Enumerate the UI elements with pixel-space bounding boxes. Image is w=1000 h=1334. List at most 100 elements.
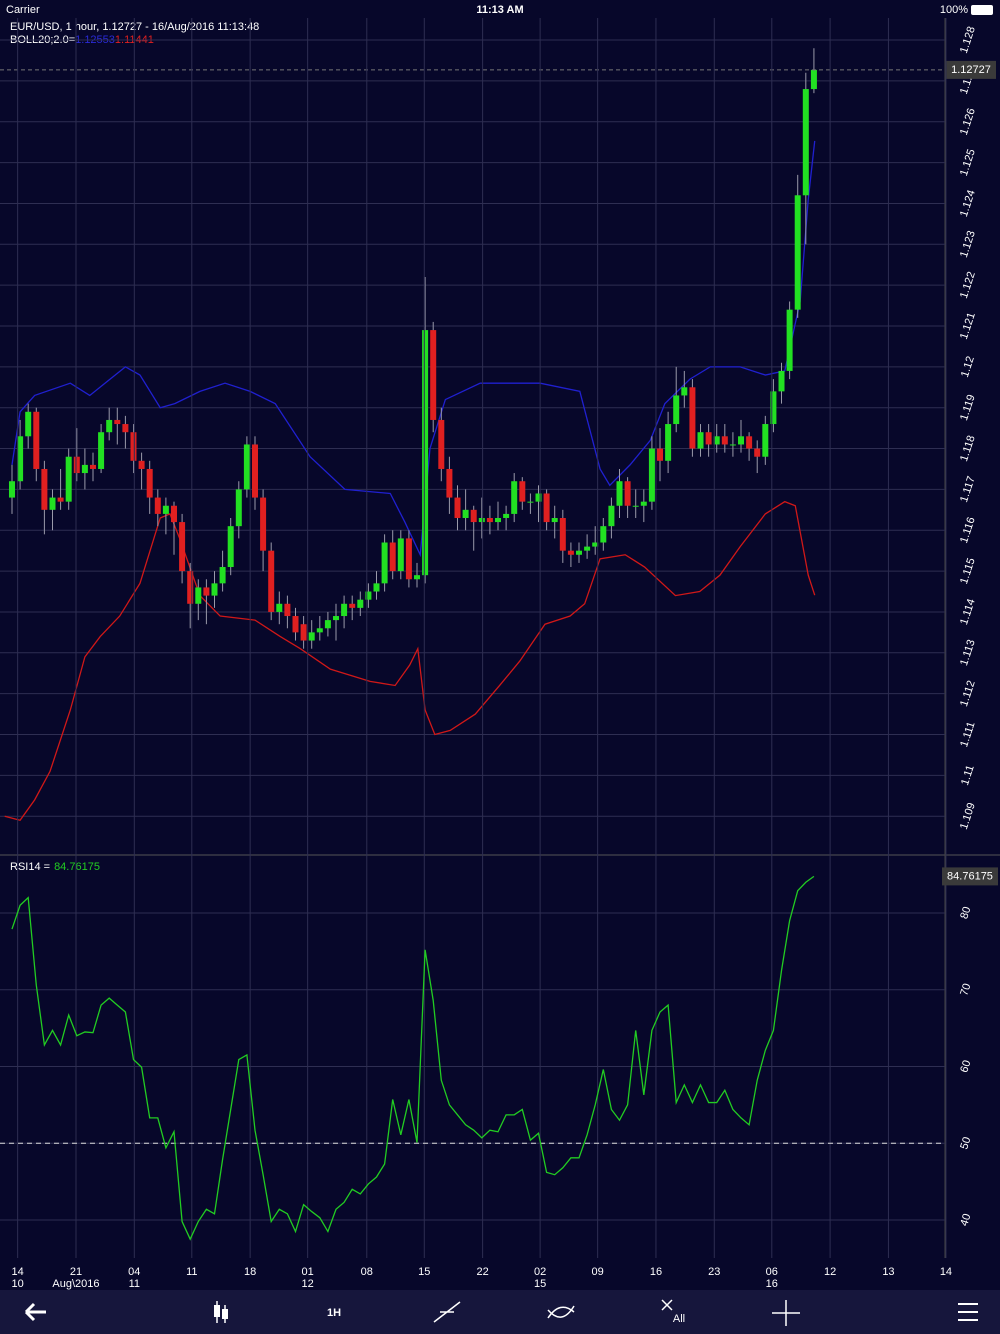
candle-body	[170, 505, 177, 523]
x-tick-sublabel: 11	[129, 1278, 140, 1290]
candle-body	[673, 395, 680, 425]
x-tick-label: 04	[128, 1266, 140, 1278]
candle-body	[689, 387, 696, 449]
candle-body	[600, 526, 607, 543]
candle-body	[608, 505, 615, 527]
candle-body	[33, 411, 40, 469]
price-tag-label: 1.12727	[951, 64, 991, 76]
candle-body	[486, 517, 493, 523]
candle-body	[227, 526, 234, 568]
x-tick-label: 15	[418, 1266, 430, 1278]
candle-body	[454, 497, 461, 518]
candle-body	[65, 456, 72, 502]
x-tick-label: 18	[244, 1266, 256, 1278]
candle-body	[397, 538, 404, 572]
rsi-tag	[942, 867, 998, 886]
candle-body	[381, 542, 388, 584]
battery-icon	[971, 5, 993, 15]
candle-body	[203, 587, 210, 596]
x-tick-label: 23	[708, 1266, 720, 1278]
candle-body	[389, 542, 396, 572]
candle-body	[738, 436, 745, 445]
candle-body	[567, 550, 574, 555]
candle-body	[332, 616, 339, 621]
candle-body	[195, 587, 202, 604]
x-tick-label: 13	[882, 1266, 894, 1278]
candle-body	[341, 603, 348, 617]
rsi-value: 84.76175	[54, 861, 100, 873]
candle-body	[559, 517, 566, 551]
candle-body	[41, 468, 48, 510]
candle-body	[17, 436, 24, 482]
candle-body	[810, 69, 817, 90]
indicator-button[interactable]	[547, 1305, 575, 1319]
candle-body	[57, 497, 64, 502]
candle-body	[276, 603, 283, 612]
x-tick-label: 14	[940, 1266, 952, 1278]
candle-body	[357, 599, 364, 608]
candle-body	[405, 538, 412, 580]
band-line	[4, 500, 816, 822]
candle-body	[292, 616, 299, 633]
candle-body	[794, 195, 801, 310]
candle-body	[414, 575, 421, 580]
candle-body	[648, 448, 655, 502]
x-tick-label: 09	[592, 1266, 604, 1278]
y-tick-label: 80	[958, 905, 973, 920]
timeframe-button[interactable]: 1H	[327, 1307, 341, 1319]
candle-body	[762, 424, 769, 457]
candle-body	[89, 464, 96, 469]
candle-body	[592, 542, 599, 547]
x-tick-sublabel: Aug\2016	[52, 1278, 99, 1290]
crosshair-button[interactable]	[772, 1300, 800, 1326]
drawing-button[interactable]	[433, 1301, 461, 1323]
x-tick-label: 02	[534, 1266, 546, 1278]
candle-body	[495, 517, 502, 523]
candle-body	[49, 497, 56, 510]
candle-body	[179, 522, 186, 572]
rsi-legend: RSI14 = 84.76175	[10, 861, 100, 873]
candle-body	[478, 517, 485, 523]
y-tick-label: 60	[958, 1059, 973, 1074]
chart-type-button[interactable]	[214, 1301, 228, 1323]
candle-body	[324, 620, 331, 629]
x-tick-label: 06	[766, 1266, 778, 1278]
candle-body	[705, 432, 712, 445]
x-tick-label: 22	[476, 1266, 488, 1278]
candle-body	[81, 464, 88, 474]
x-tick-label: 08	[361, 1266, 373, 1278]
candle-body	[106, 419, 113, 433]
x-tick-label: 16	[650, 1266, 662, 1278]
candle-body	[162, 505, 169, 514]
rsi-tag-label: 84.76175	[947, 870, 993, 882]
candle-body	[754, 448, 761, 457]
candle-body	[373, 583, 380, 592]
x-tick-sublabel: 15	[534, 1278, 546, 1290]
menu-button[interactable]	[958, 1303, 978, 1321]
candle-body	[422, 330, 429, 576]
delete-all-icon[interactable]	[661, 1299, 673, 1311]
carrier: Carrier	[6, 4, 40, 16]
candle-body	[770, 391, 777, 425]
y-tick-label: 50	[958, 1136, 973, 1151]
candle-body	[681, 387, 688, 396]
clock: 11:13 AM	[476, 4, 523, 16]
candle-body	[8, 481, 15, 498]
candle-body	[721, 436, 728, 445]
candle-body	[470, 509, 477, 523]
delete-all-button[interactable]: All	[673, 1313, 685, 1325]
candle-body	[576, 550, 583, 555]
candle-body	[584, 546, 591, 551]
candle-body	[98, 432, 105, 469]
candle-body	[316, 628, 323, 633]
back-button[interactable]	[24, 1302, 46, 1322]
rsi-line	[11, 875, 815, 1241]
x-tick-label: 12	[824, 1266, 836, 1278]
candle-body	[268, 550, 275, 612]
rsi-label: RSI14 =	[10, 861, 50, 873]
candle-body	[300, 624, 307, 641]
candle-body	[365, 591, 372, 600]
candle-body	[122, 424, 129, 433]
